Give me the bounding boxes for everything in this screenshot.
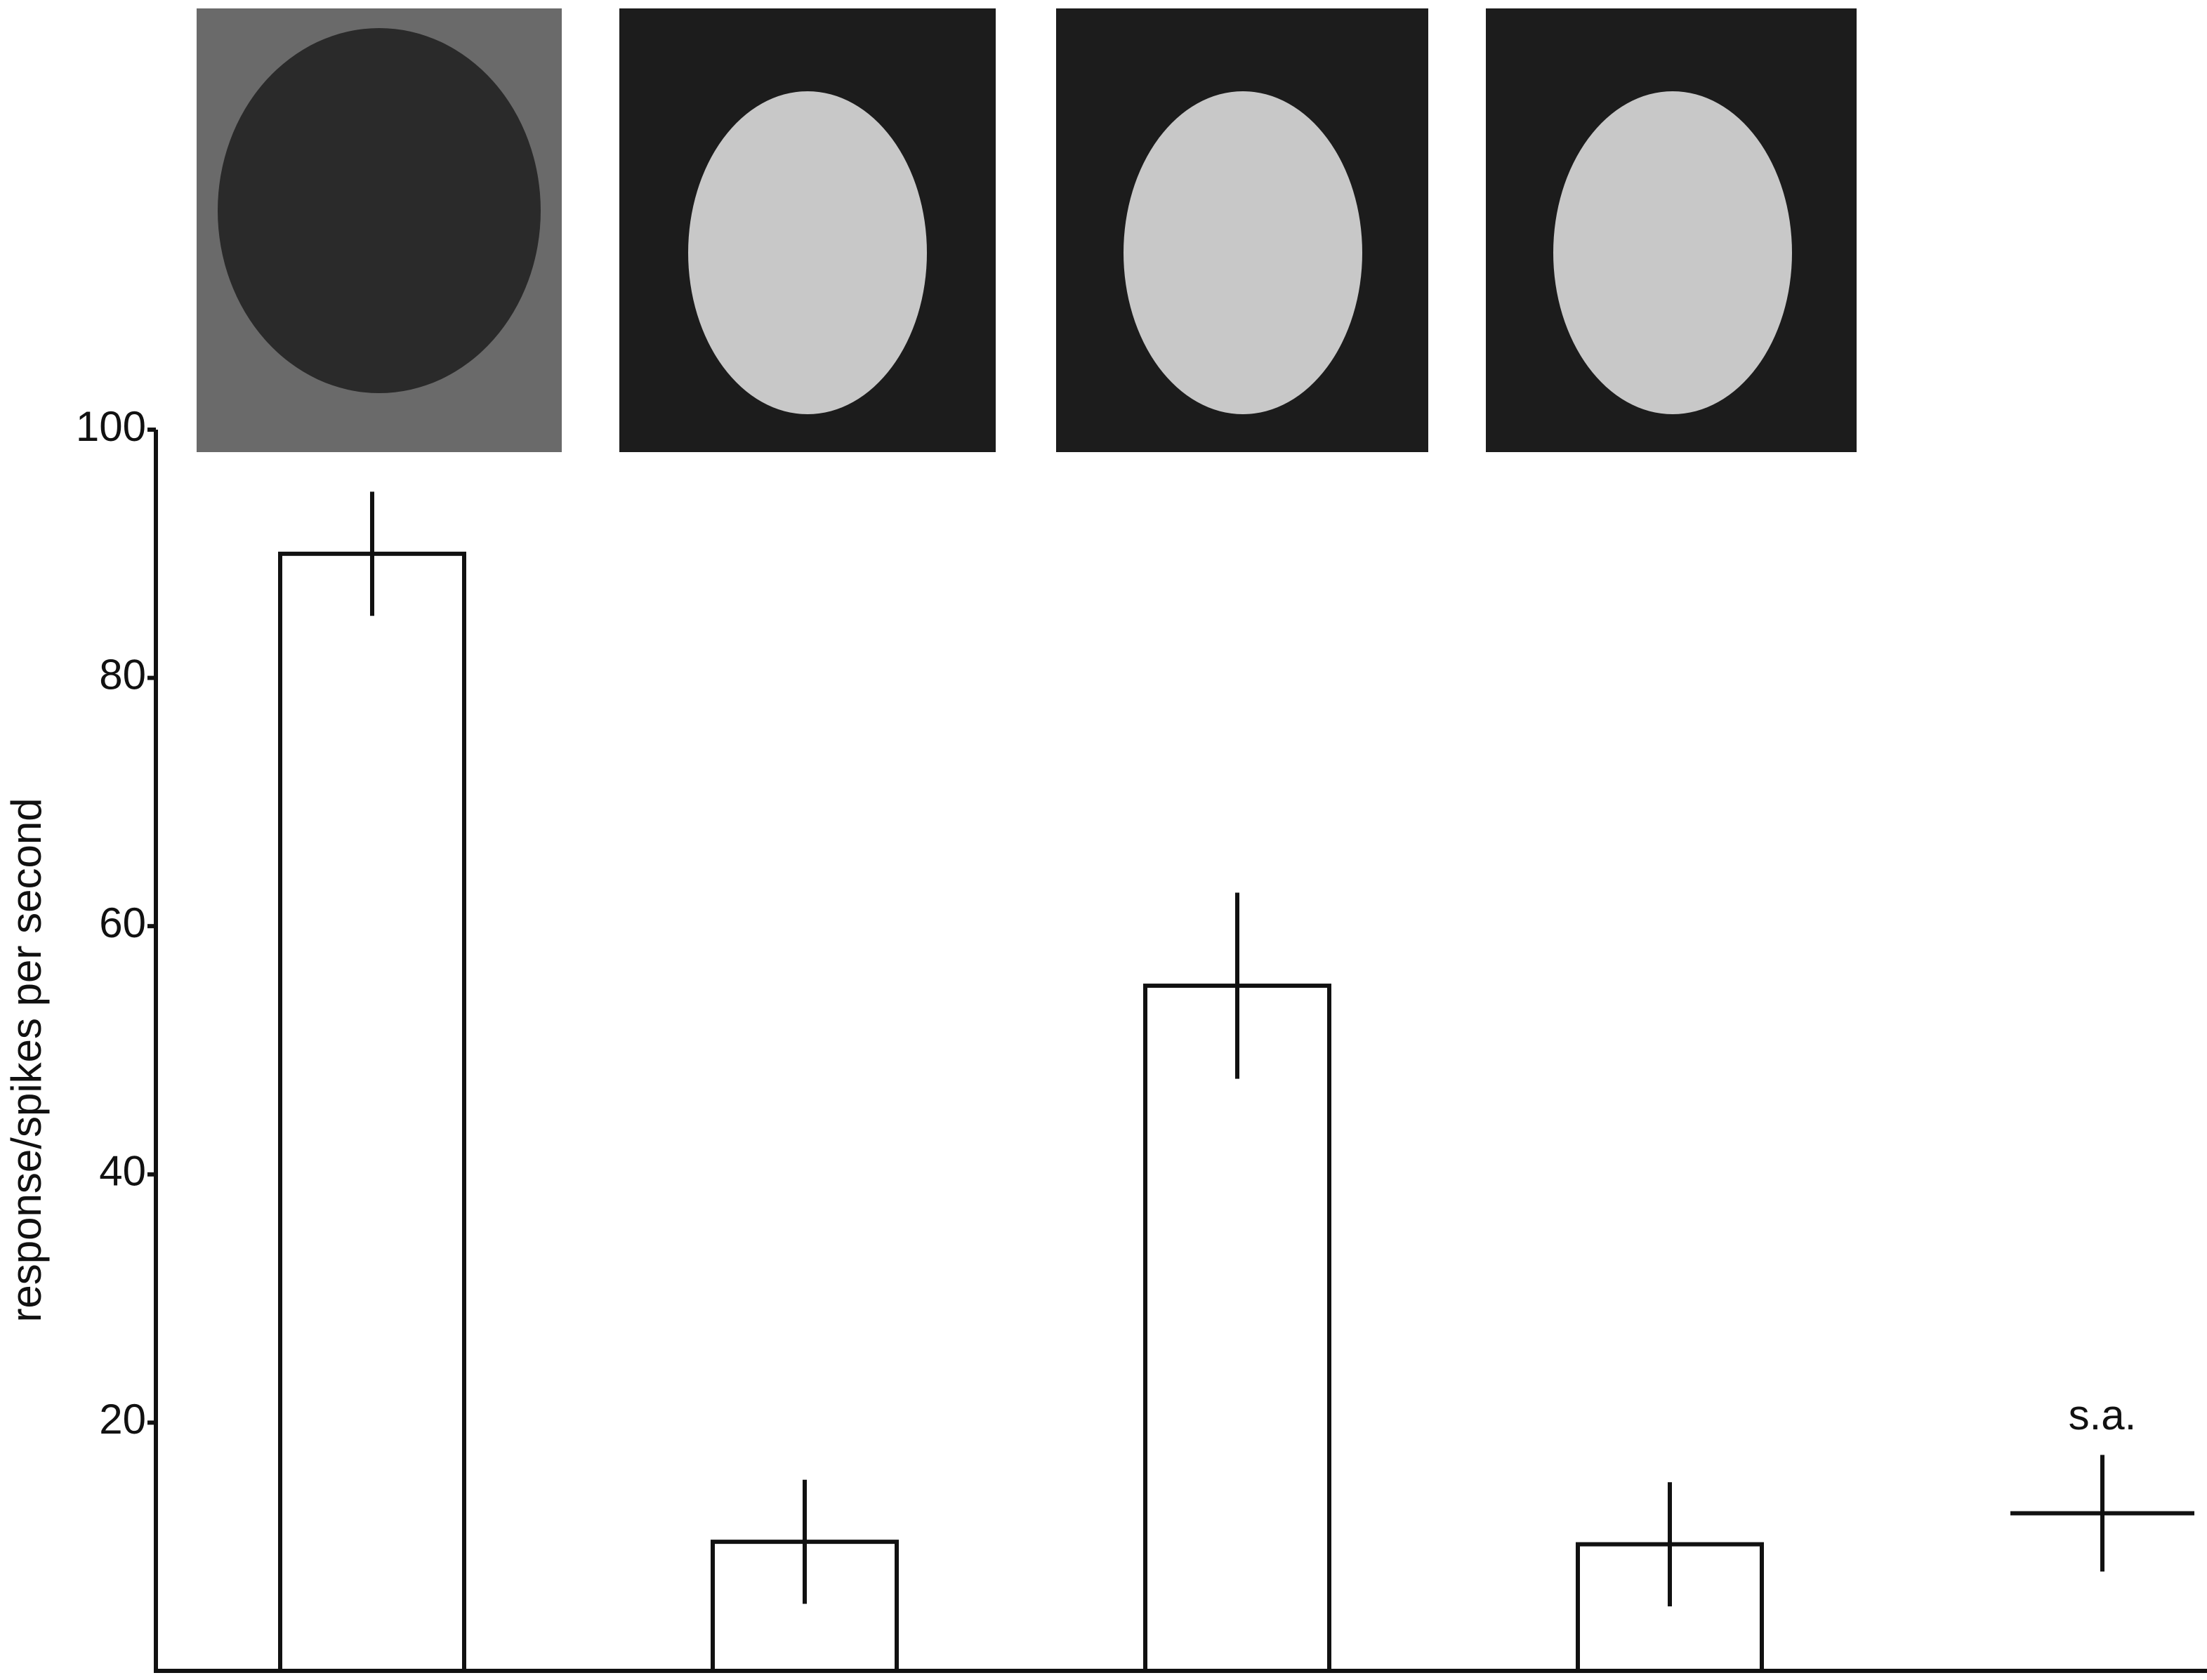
bar bbox=[280, 554, 464, 1671]
y-tick-label: 20 bbox=[99, 1396, 146, 1443]
category-label: s.a. bbox=[2069, 1391, 2137, 1438]
y-tick-label: 100 bbox=[76, 403, 146, 450]
photo-hair bbox=[218, 28, 541, 393]
photo-face bbox=[688, 91, 927, 414]
chart: response/spikes per second 20 40 60 80 100 s.… bbox=[0, 0, 2207, 1680]
y-tick-label: 40 bbox=[99, 1148, 146, 1195]
photo-face bbox=[1553, 91, 1792, 414]
page: {"chart_data": {"type": "bar", "y_label"… bbox=[0, 0, 2207, 1680]
y-tick-label: 60 bbox=[99, 899, 146, 946]
y-tick-label: 80 bbox=[99, 651, 146, 698]
photo-face bbox=[1124, 91, 1362, 414]
bar bbox=[1145, 986, 1329, 1671]
stimulus-photos bbox=[197, 8, 1857, 452]
y-axis-label: response/spikes per second bbox=[3, 798, 50, 1322]
